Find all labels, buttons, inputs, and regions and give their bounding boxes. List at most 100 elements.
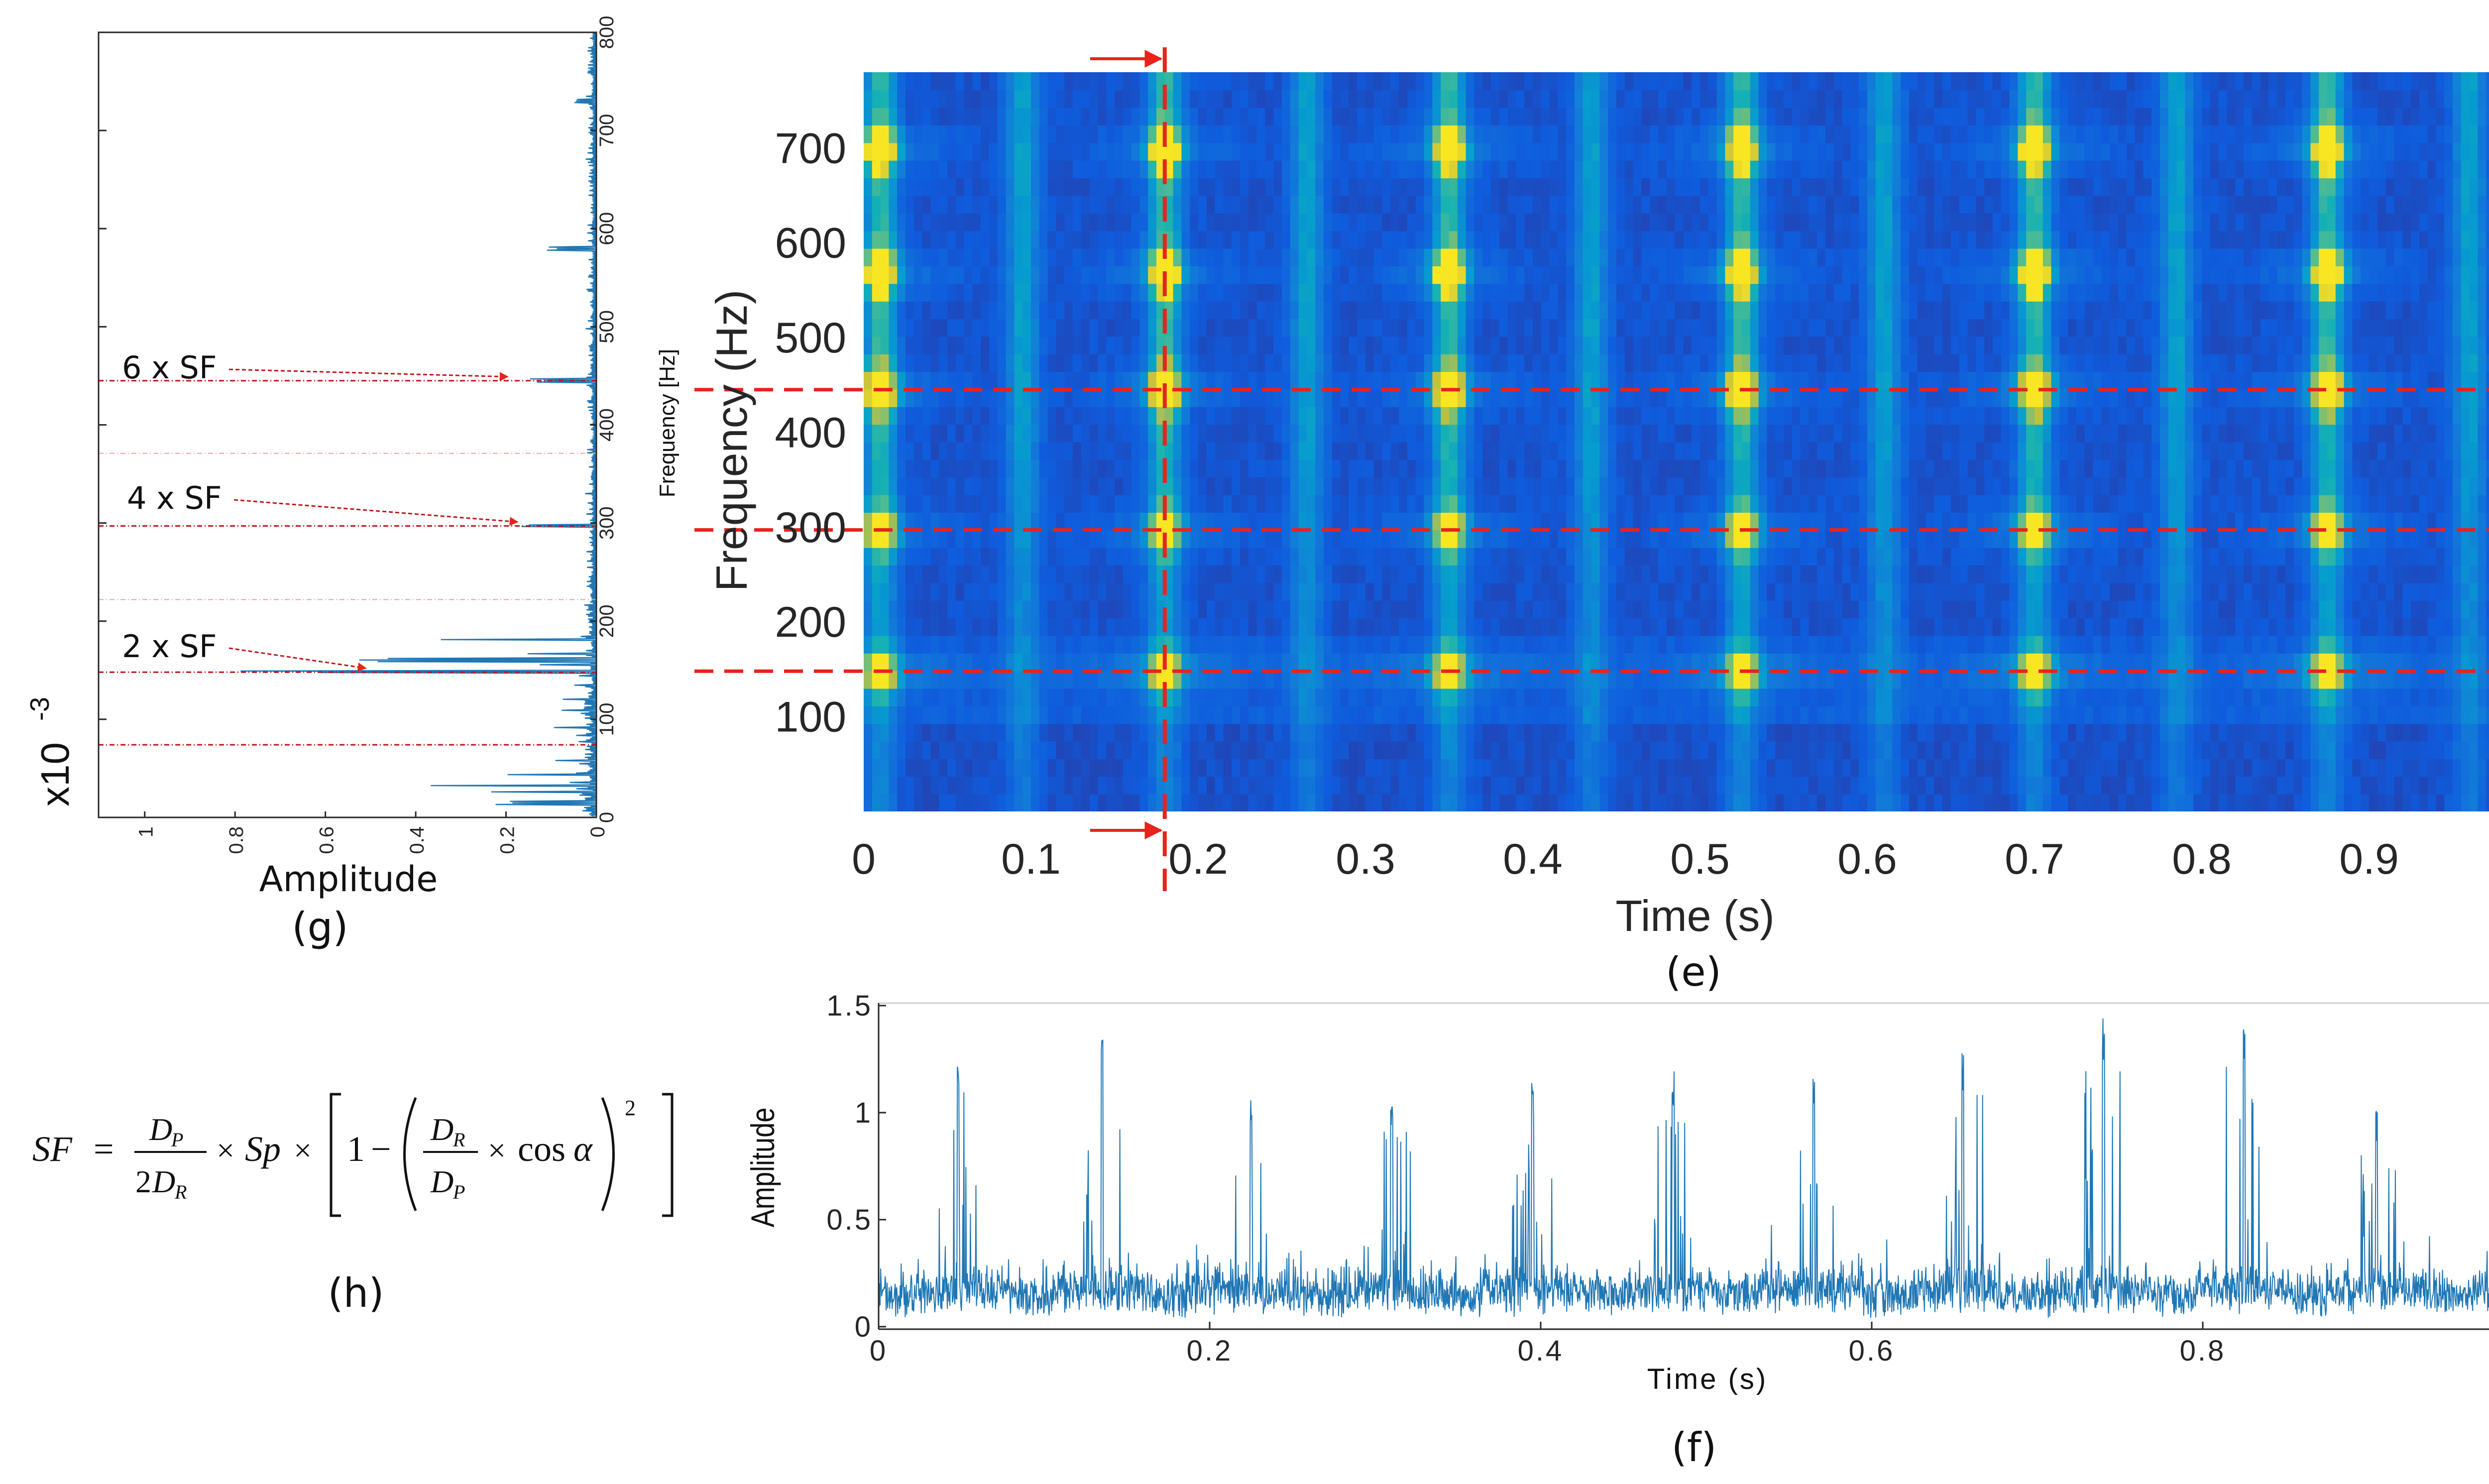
e-spectrogram-cell xyxy=(1349,758,1358,777)
e-spectrogram-cell xyxy=(1901,723,1910,742)
e-spectrogram-cell xyxy=(2268,688,2278,706)
e-spectrogram-cell xyxy=(1934,424,1943,443)
e-spectrogram-cell xyxy=(2486,741,2489,759)
e-spectrogram-cell xyxy=(2277,635,2286,654)
e-spectrogram-cell xyxy=(1190,758,1199,777)
e-spectrogram-cell xyxy=(2093,406,2102,425)
e-spectrogram-cell xyxy=(1357,618,1366,636)
e-spectrogram-cell xyxy=(1742,600,1751,619)
e-spectrogram-cell xyxy=(2293,512,2303,531)
e-spectrogram-cell xyxy=(2469,477,2479,495)
e-spectrogram-cell xyxy=(2293,600,2303,619)
e-spectrogram-cell xyxy=(1700,477,1709,495)
e-spectrogram-cell xyxy=(1708,389,1717,407)
e-spectrogram-cell xyxy=(1800,582,1810,601)
e-spectrogram-cell xyxy=(1549,741,1559,759)
e-spectrogram-cell xyxy=(1817,371,1826,390)
e-spectrogram-cell xyxy=(2385,547,2395,566)
e-spectrogram-cell xyxy=(1123,494,1132,513)
e-spectrogram-cell xyxy=(1290,442,1299,460)
e-spectrogram-cell xyxy=(1583,477,1592,495)
e-spectrogram-cell xyxy=(2244,389,2253,407)
e-spectrogram-cell xyxy=(2302,794,2311,811)
e-spectrogram-cell xyxy=(1139,512,1149,531)
e-spectrogram-cell xyxy=(1340,424,1350,443)
e-spectrogram-cell xyxy=(2277,776,2286,795)
e-spectrogram-cell xyxy=(1993,477,2002,495)
e-spectrogram-cell xyxy=(1591,758,1600,777)
e-spectrogram-cell xyxy=(1700,530,1709,548)
e-spectrogram-cell xyxy=(1215,371,1224,390)
e-spectrogram-cell xyxy=(1390,442,1400,460)
e-spectrogram-cell xyxy=(1541,671,1550,689)
e-spectrogram-cell xyxy=(1959,723,1968,742)
e-spectrogram-cell xyxy=(1282,758,1291,777)
e-spectrogram-cell xyxy=(1349,635,1358,654)
e-spectrogram-cell xyxy=(2469,758,2479,777)
e-spectrogram-cell xyxy=(1884,705,1893,724)
e-spectrogram-cell xyxy=(1566,688,1575,706)
e-spectrogram-cell xyxy=(1925,582,1935,601)
e-spectrogram-cell xyxy=(2176,671,2186,689)
e-spectrogram-cell xyxy=(1273,582,1282,601)
e-spectrogram-cell xyxy=(1909,723,1918,742)
e-spectrogram-cell xyxy=(2193,565,2202,583)
e-spectrogram-cell xyxy=(2244,477,2253,495)
e-spectrogram-cell xyxy=(1256,653,1266,672)
e-spectrogram-cell xyxy=(1039,600,1048,619)
e-spectrogram-cell xyxy=(2026,406,2035,425)
e-spectrogram-cell xyxy=(2118,512,2127,531)
e-spectrogram-cell xyxy=(2327,758,2336,777)
e-spectrogram-cell xyxy=(889,494,898,513)
e-spectrogram-cell xyxy=(2035,512,2043,531)
e-spectrogram-cell xyxy=(1867,618,1876,636)
e-spectrogram-cell xyxy=(2461,459,2470,478)
e-spectrogram-cell xyxy=(1164,688,1174,706)
e-spectrogram-cell xyxy=(1047,635,1057,654)
e-spectrogram-cell xyxy=(913,600,923,619)
e-spectrogram-cell xyxy=(1901,618,1910,636)
e-spectrogram-cell xyxy=(2084,512,2094,531)
e-spectrogram-cell xyxy=(1524,530,1533,548)
e-spectrogram-cell xyxy=(1917,494,1926,513)
e-spectrogram-cell xyxy=(1700,371,1709,390)
e-spectrogram-cell xyxy=(1658,723,1667,742)
e-spectrogram-cell xyxy=(1198,389,1207,407)
e-spectrogram-cell xyxy=(2361,688,2370,706)
e-spectrogram-cell xyxy=(1733,688,1742,706)
e-spectrogram-cell xyxy=(1073,618,1082,636)
e-spectrogram-cell xyxy=(1533,547,1542,566)
e-spectrogram-cell xyxy=(1951,494,1960,513)
e-spectrogram-cell xyxy=(1859,512,1868,531)
e-spectrogram-cell xyxy=(1240,671,1249,689)
g-axes xyxy=(98,31,597,818)
e-spectrogram-cell xyxy=(1658,794,1667,811)
e-spectrogram-cell xyxy=(1064,477,1073,495)
e-spectrogram-cell xyxy=(1516,424,1525,443)
e-spectrogram-cell xyxy=(964,794,973,811)
e-spectrogram-cell xyxy=(1842,512,1851,531)
e-spectrogram-cell xyxy=(2319,565,2328,583)
e-spectrogram-cell xyxy=(1106,371,1115,390)
e-spectrogram-cell xyxy=(1951,424,1960,443)
e-spectrogram-cell xyxy=(2285,723,2294,742)
e-spectrogram-cell xyxy=(989,705,998,724)
e-spectrogram-cell xyxy=(1139,424,1149,443)
e-spectrogram-cell xyxy=(2001,547,2010,566)
e-spectrogram-cell xyxy=(1725,776,1734,795)
e-spectrogram-cell xyxy=(1014,723,1023,742)
e-spectrogram-cell xyxy=(2143,600,2152,619)
e-spectrogram-cell xyxy=(1047,424,1057,443)
e-spectrogram-cell xyxy=(2059,618,2069,636)
e-spectrogram-cell xyxy=(2319,477,2328,495)
e-spectrogram-cell xyxy=(1733,565,1742,583)
e-spectrogram-cell xyxy=(2352,389,2362,407)
e-spectrogram-cell xyxy=(2160,512,2169,531)
g-y-label: Frequency [Hz] xyxy=(655,349,679,497)
e-spectrogram-cell xyxy=(1457,406,1467,425)
e-spectrogram-cell xyxy=(1164,459,1174,478)
e-spectrogram-cell xyxy=(1507,582,1517,601)
e-spectrogram-cell xyxy=(2042,705,2052,724)
e-spectrogram-cell xyxy=(997,565,1007,583)
e-spectrogram-cell xyxy=(1959,406,1968,425)
